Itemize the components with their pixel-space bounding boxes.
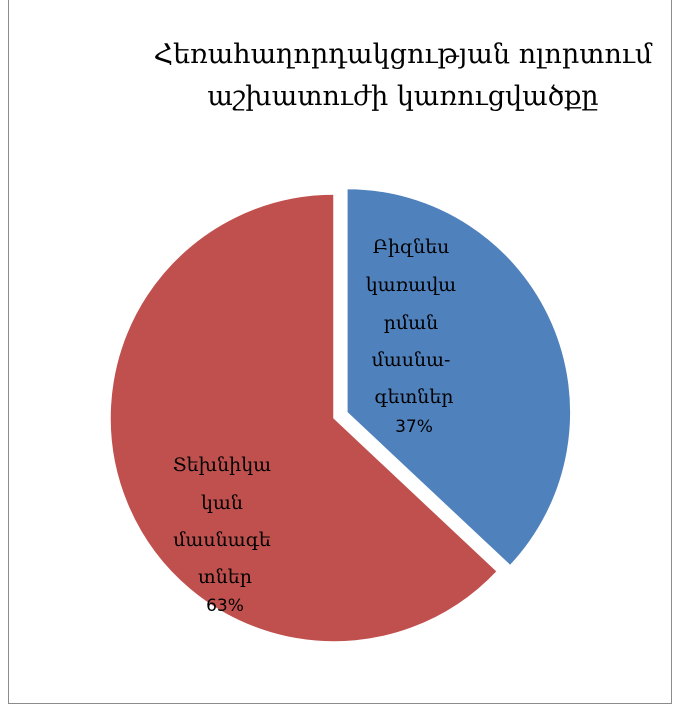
slice-1-label-line-4: տներ	[198, 566, 252, 588]
slice-1-label-line-1: Տեխնիկա	[173, 454, 271, 476]
slice-1-label-line-2: կան	[201, 492, 243, 514]
slice-0-label-line-1: Բիզնես	[373, 236, 450, 258]
slice-1-percent-label: 63%	[206, 596, 244, 616]
slice-0-percent-label: 37%	[395, 417, 433, 437]
slice-0-label-line-5: գետներ	[374, 386, 453, 408]
pie-slice-business-managers	[346, 187, 572, 567]
slice-0-label-line-4: մասնա-	[371, 349, 450, 371]
chart-title-line-2: աշխատուժի կառուցվածքը	[207, 81, 599, 112]
slice-0-label-line-2: կառավա	[366, 274, 456, 296]
pie-slice-technical-specialists	[109, 193, 499, 643]
chart-title: Հեռահաղորդակցության ոլորտում աշխատուժի կ…	[140, 34, 666, 118]
slice-1-label-line-3: մասնագե	[173, 529, 271, 551]
slice-0-label-line-3: րման	[384, 312, 439, 334]
slice-label-business-managers: Բիզնես կառավա րման մասնա- գետներ	[366, 236, 463, 408]
slice-label-technical-specialists: Տեխնիկա կան մասնագե տներ	[173, 454, 277, 588]
chart-title-line-1: Հեռահաղորդակցության ոլորտում	[153, 39, 653, 70]
